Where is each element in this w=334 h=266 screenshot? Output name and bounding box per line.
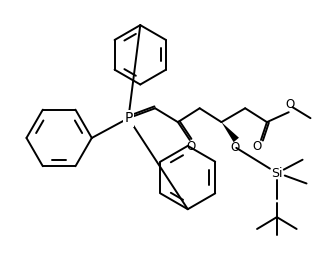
Text: O: O <box>253 140 262 153</box>
Text: O: O <box>186 140 195 153</box>
Polygon shape <box>221 122 239 142</box>
Text: P: P <box>124 111 133 125</box>
Text: Si: Si <box>271 167 283 180</box>
Text: O: O <box>231 141 240 154</box>
Text: O: O <box>285 98 294 111</box>
